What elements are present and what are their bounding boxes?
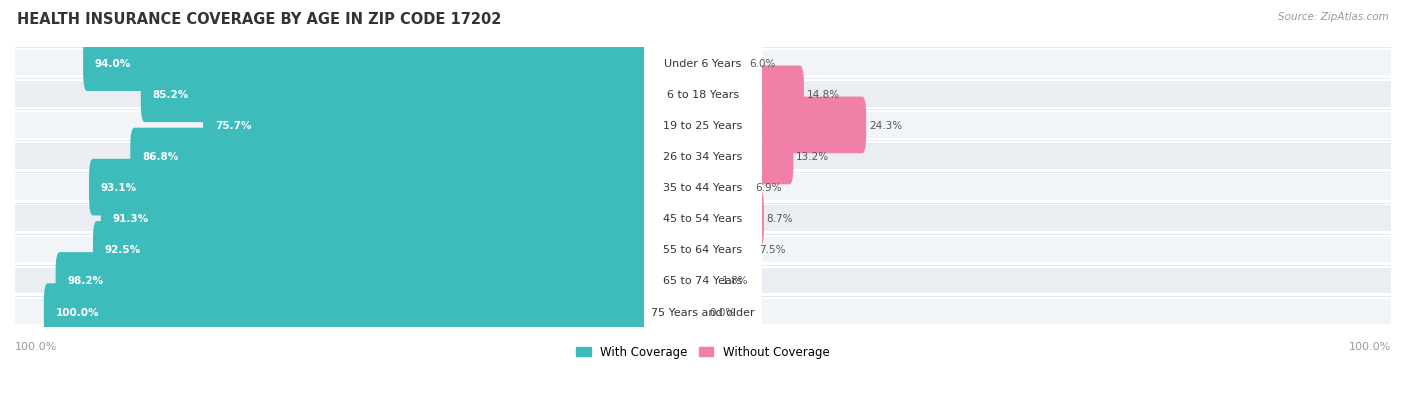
FancyBboxPatch shape <box>699 159 752 216</box>
FancyBboxPatch shape <box>141 66 707 123</box>
Text: 65 to 74 Years: 65 to 74 Years <box>664 276 742 286</box>
Text: 24.3%: 24.3% <box>869 121 901 131</box>
Text: 13.2%: 13.2% <box>796 152 830 161</box>
FancyBboxPatch shape <box>131 128 707 185</box>
FancyBboxPatch shape <box>699 35 747 92</box>
FancyBboxPatch shape <box>15 113 1391 138</box>
FancyBboxPatch shape <box>15 82 1391 107</box>
FancyBboxPatch shape <box>93 221 707 278</box>
Text: Under 6 Years: Under 6 Years <box>665 59 741 69</box>
Text: 93.1%: 93.1% <box>101 183 136 192</box>
Text: 6 to 18 Years: 6 to 18 Years <box>666 90 740 100</box>
FancyBboxPatch shape <box>644 161 762 214</box>
FancyBboxPatch shape <box>644 254 762 307</box>
Text: 55 to 64 Years: 55 to 64 Years <box>664 245 742 255</box>
Text: 92.5%: 92.5% <box>105 245 141 255</box>
Text: 26 to 34 Years: 26 to 34 Years <box>664 152 742 161</box>
Text: 75.7%: 75.7% <box>215 121 252 131</box>
Text: 100.0%: 100.0% <box>1348 341 1391 351</box>
Text: HEALTH INSURANCE COVERAGE BY AGE IN ZIP CODE 17202: HEALTH INSURANCE COVERAGE BY AGE IN ZIP … <box>17 12 502 27</box>
Text: 91.3%: 91.3% <box>112 214 149 224</box>
FancyBboxPatch shape <box>15 175 1391 200</box>
FancyBboxPatch shape <box>101 190 707 247</box>
Text: 100.0%: 100.0% <box>15 341 58 351</box>
FancyBboxPatch shape <box>644 285 762 338</box>
Text: 8.7%: 8.7% <box>766 214 793 224</box>
Legend: With Coverage, Without Coverage: With Coverage, Without Coverage <box>572 341 834 363</box>
FancyBboxPatch shape <box>44 284 707 340</box>
Text: 19 to 25 Years: 19 to 25 Years <box>664 121 742 131</box>
Text: 14.8%: 14.8% <box>807 90 839 100</box>
Text: 6.0%: 6.0% <box>749 59 775 69</box>
FancyBboxPatch shape <box>699 128 793 185</box>
FancyBboxPatch shape <box>644 99 762 152</box>
FancyBboxPatch shape <box>699 252 718 309</box>
Text: 98.2%: 98.2% <box>67 276 104 286</box>
Text: 35 to 44 Years: 35 to 44 Years <box>664 183 742 192</box>
Text: 85.2%: 85.2% <box>153 90 188 100</box>
FancyBboxPatch shape <box>89 159 707 216</box>
FancyBboxPatch shape <box>699 190 763 247</box>
Text: 0.0%: 0.0% <box>710 307 735 317</box>
FancyBboxPatch shape <box>15 206 1391 231</box>
Text: 75 Years and older: 75 Years and older <box>651 307 755 317</box>
FancyBboxPatch shape <box>644 223 762 276</box>
FancyBboxPatch shape <box>699 97 866 154</box>
FancyBboxPatch shape <box>15 144 1391 169</box>
FancyBboxPatch shape <box>644 68 762 121</box>
Text: Source: ZipAtlas.com: Source: ZipAtlas.com <box>1278 12 1389 22</box>
FancyBboxPatch shape <box>15 237 1391 262</box>
Text: 1.8%: 1.8% <box>721 276 748 286</box>
FancyBboxPatch shape <box>83 35 707 92</box>
FancyBboxPatch shape <box>699 221 756 278</box>
FancyBboxPatch shape <box>56 252 707 309</box>
Text: 86.8%: 86.8% <box>142 152 179 161</box>
FancyBboxPatch shape <box>644 130 762 183</box>
Text: 94.0%: 94.0% <box>96 59 131 69</box>
FancyBboxPatch shape <box>15 51 1391 76</box>
FancyBboxPatch shape <box>644 37 762 90</box>
Text: 7.5%: 7.5% <box>759 245 785 255</box>
Text: 45 to 54 Years: 45 to 54 Years <box>664 214 742 224</box>
FancyBboxPatch shape <box>699 66 804 123</box>
Text: 6.9%: 6.9% <box>755 183 782 192</box>
FancyBboxPatch shape <box>644 192 762 245</box>
FancyBboxPatch shape <box>15 268 1391 294</box>
FancyBboxPatch shape <box>15 299 1391 325</box>
FancyBboxPatch shape <box>202 97 707 154</box>
Text: 100.0%: 100.0% <box>56 307 100 317</box>
